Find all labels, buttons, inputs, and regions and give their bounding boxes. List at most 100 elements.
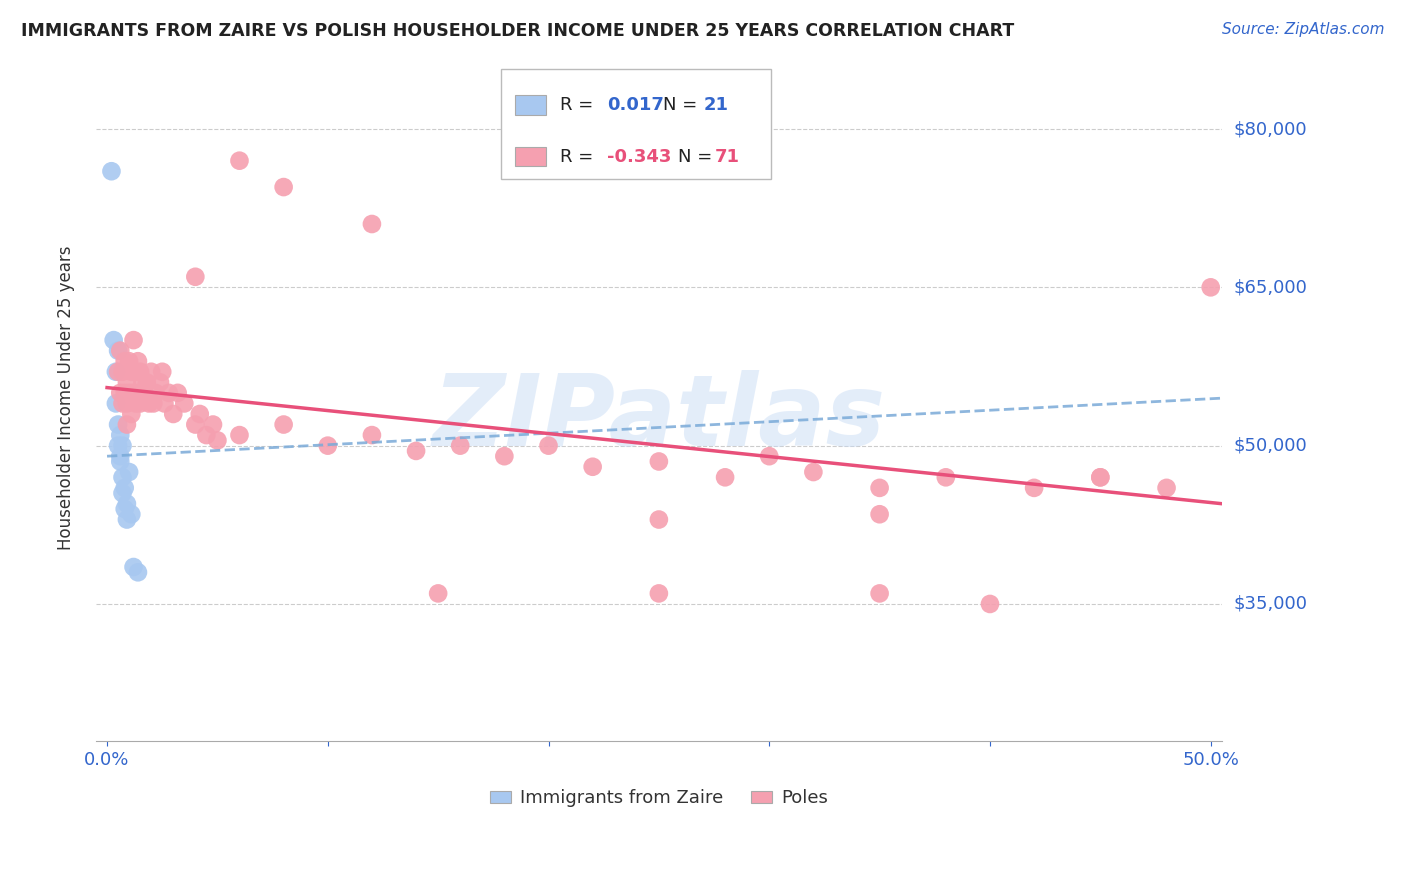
Point (107, 365, 129, 379)
Point (714, 470, 737, 484)
Point (129, 365, 152, 379)
Point (153, 396, 176, 410)
Point (648, 512, 671, 526)
Point (120, 365, 142, 379)
Point (122, 333, 145, 347)
Point (110, 449, 132, 463)
Point (273, 180, 295, 194)
Point (107, 439, 129, 453)
Text: ZIPatlas: ZIPatlas (432, 370, 886, 467)
Point (166, 385, 188, 400)
Point (115, 417, 138, 432)
Point (228, 153, 250, 168)
Point (138, 396, 160, 410)
Point (107, 417, 129, 432)
Point (111, 396, 134, 410)
Point (111, 365, 134, 379)
Point (118, 354, 141, 368)
Point (111, 486, 134, 500)
Point (1090, 470, 1112, 484)
Point (104, 365, 127, 379)
Point (162, 407, 184, 421)
FancyBboxPatch shape (502, 69, 772, 178)
Point (129, 396, 152, 410)
Point (122, 560, 145, 574)
Point (125, 365, 148, 379)
FancyBboxPatch shape (515, 147, 547, 166)
Text: 21: 21 (704, 96, 728, 114)
Text: N =: N = (664, 96, 703, 114)
Point (494, 449, 516, 463)
Text: N =: N = (678, 148, 718, 166)
Legend: Immigrants from Zaire, Poles: Immigrants from Zaire, Poles (482, 782, 835, 814)
Point (803, 465, 825, 479)
Point (131, 376, 153, 390)
Text: 71: 71 (716, 148, 740, 166)
Point (201, 417, 224, 432)
Point (149, 376, 172, 390)
Point (228, 428, 250, 442)
Point (427, 586, 450, 600)
Point (405, 444, 427, 458)
Point (115, 376, 138, 390)
Point (361, 217, 384, 231)
Text: -0.343: -0.343 (607, 148, 672, 166)
Point (141, 365, 163, 379)
Point (145, 385, 167, 400)
Point (114, 481, 136, 495)
Point (188, 407, 211, 421)
Text: $35,000: $35,000 (1233, 595, 1308, 613)
Point (120, 407, 142, 421)
Point (173, 396, 195, 410)
Point (582, 459, 605, 474)
Point (1199, 280, 1222, 294)
Point (758, 449, 780, 463)
Point (127, 354, 149, 368)
Text: 0.017: 0.017 (607, 96, 664, 114)
Point (111, 470, 134, 484)
Point (115, 512, 138, 526)
Point (118, 385, 141, 400)
Point (125, 396, 148, 410)
Point (104, 396, 127, 410)
Point (979, 597, 1001, 611)
Point (1090, 470, 1112, 484)
Point (127, 385, 149, 400)
Point (107, 343, 129, 358)
Point (869, 481, 891, 495)
Point (122, 385, 145, 400)
Point (110, 428, 132, 442)
Point (120, 508, 142, 522)
Point (273, 417, 295, 432)
Point (110, 343, 132, 358)
Point (127, 566, 149, 580)
Text: R =: R = (560, 148, 599, 166)
Y-axis label: Householder Income Under 25 years: Householder Income Under 25 years (58, 246, 75, 550)
Point (316, 439, 339, 453)
Point (449, 439, 471, 453)
Point (135, 376, 157, 390)
Point (361, 428, 384, 442)
FancyBboxPatch shape (515, 95, 547, 115)
Point (869, 508, 891, 522)
Point (114, 502, 136, 516)
Point (150, 365, 173, 379)
Point (118, 465, 141, 479)
Point (648, 454, 671, 468)
Point (114, 354, 136, 368)
Point (100, 164, 122, 178)
Text: IMMIGRANTS FROM ZAIRE VS POLISH HOUSEHOLDER INCOME UNDER 25 YEARS CORRELATION CH: IMMIGRANTS FROM ZAIRE VS POLISH HOUSEHOL… (21, 22, 1014, 40)
Point (111, 439, 134, 453)
Point (110, 385, 132, 400)
Point (157, 385, 180, 400)
Point (1024, 481, 1046, 495)
Text: $65,000: $65,000 (1233, 278, 1306, 296)
Point (142, 396, 165, 410)
Point (184, 417, 207, 432)
Text: Source: ZipAtlas.com: Source: ZipAtlas.com (1222, 22, 1385, 37)
Point (134, 385, 156, 400)
Point (869, 586, 891, 600)
Point (648, 586, 671, 600)
Point (115, 497, 138, 511)
Point (1156, 481, 1178, 495)
